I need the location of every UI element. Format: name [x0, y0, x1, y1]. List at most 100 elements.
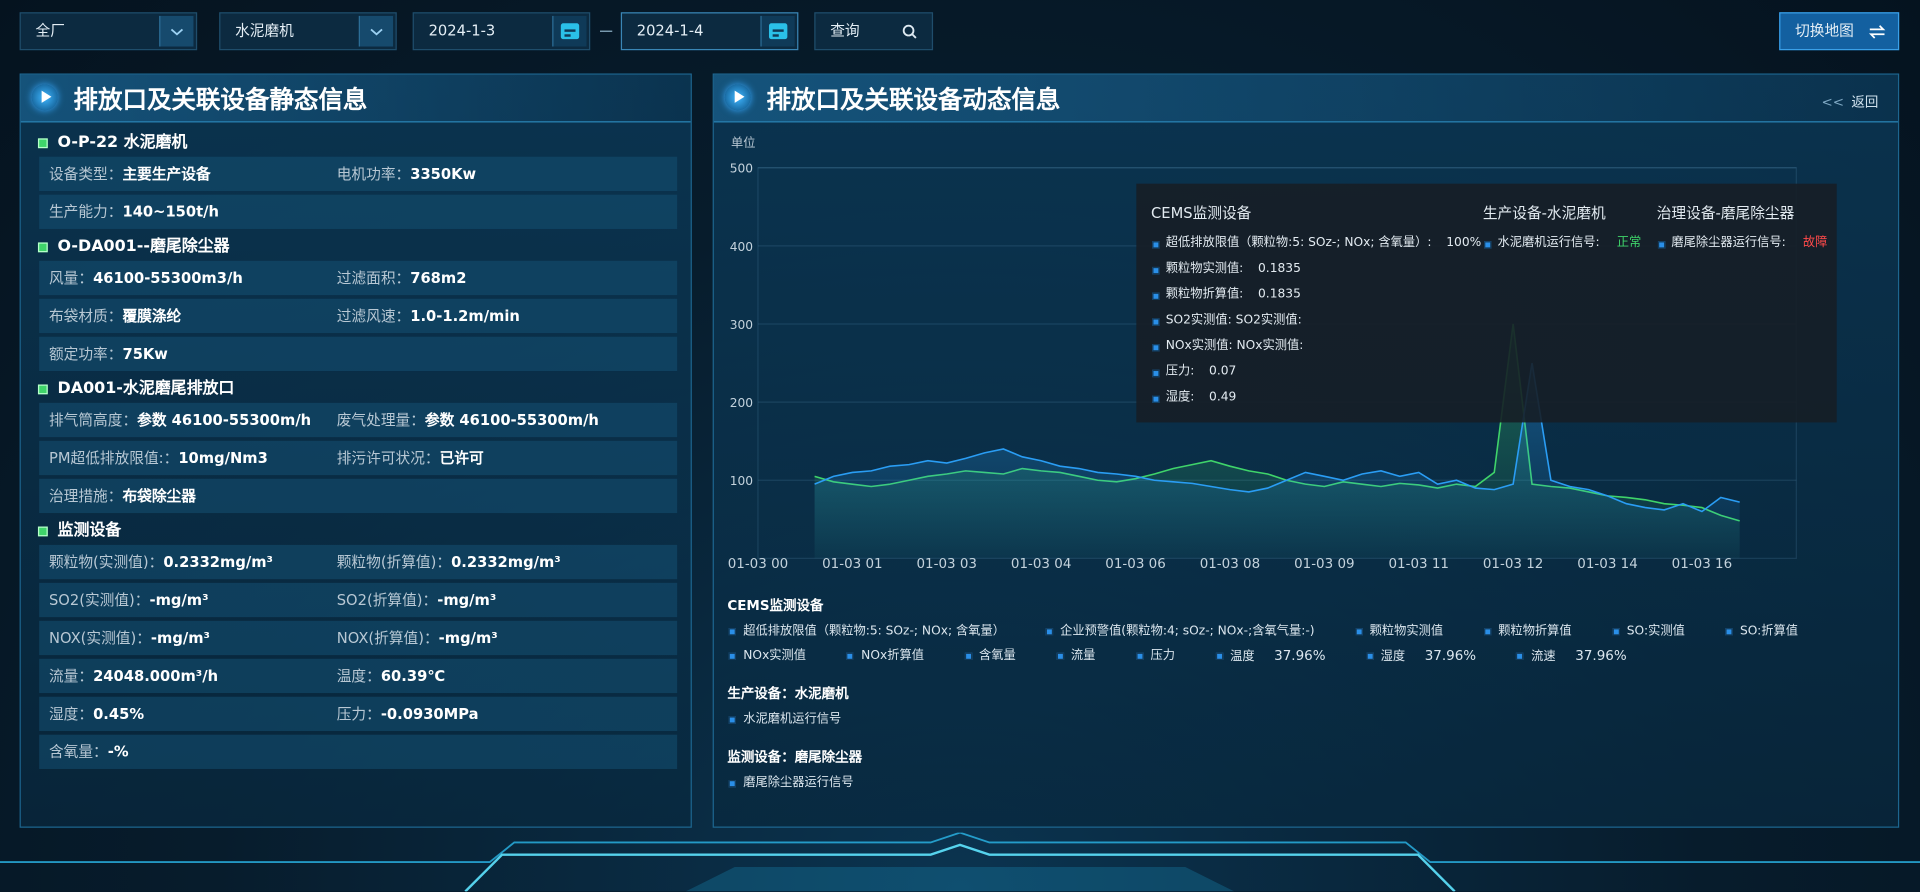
info-label: PM超低排放限值:：	[48, 449, 179, 467]
dropdown-button[interactable]	[159, 15, 194, 47]
tooltip-value: 0.1835	[1258, 287, 1301, 302]
tooltip-item: 颗粒物实测值: 0.1835	[1151, 261, 1481, 287]
info-cell: 颗粒物(折算值)：0.2332mg/m³	[337, 545, 561, 579]
section-marker	[37, 242, 48, 253]
info-value: 75Kw	[122, 345, 168, 363]
info-row: 排气筒高度：参数 46100-55300m/h 废气处理量：参数 46100-55…	[39, 402, 678, 438]
legend-label: NOx实测值	[743, 648, 807, 663]
section-title: O-DA001--磨尾除尘器	[57, 237, 230, 256]
info-value: 参数 46100-55300m/h	[424, 411, 599, 429]
start-date-input[interactable]: 2024-1-3	[412, 12, 591, 51]
legend-bullet	[728, 652, 736, 661]
info-value: 主要生产设备	[122, 165, 211, 183]
section-header: O-DA001--磨尾除尘器	[21, 233, 691, 261]
legend-bullet	[846, 652, 854, 661]
section-list: O-P-22 水泥磨机设备类型：主要生产设备 电机功率：3350Kw 生产能力：14…	[21, 129, 691, 773]
legend-item: 流量	[1055, 644, 1095, 668]
tooltip-column-title: CEMS监测设备	[1151, 204, 1252, 222]
tooltip-label: 颗粒物折算值:	[1165, 287, 1244, 302]
info-cell: 压力：-0.0930MPa	[337, 697, 479, 731]
info-cell: 过滤风速：1.0-1.2m/min	[337, 299, 520, 333]
tooltip-label: NOx实测值: NOx实测值:	[1165, 339, 1304, 353]
end-date-text: 2024-1-4	[636, 22, 704, 40]
info-row: 含氧量：-%	[39, 734, 678, 769]
legend-bullet	[1354, 628, 1363, 636]
switch-map-button[interactable]: 切换地图	[1779, 12, 1900, 51]
info-label: 温度：	[336, 667, 381, 685]
legend-label: SO:实测值	[1626, 624, 1685, 638]
calendar-button[interactable]	[552, 15, 587, 47]
bullet	[1152, 344, 1160, 352]
tooltip-item: 颗粒物折算值: 0.1835	[1151, 287, 1481, 313]
info-row: 流量：24048.000m³/h 温度：60.39℃	[39, 658, 678, 694]
tooltip-column: CEMS监测设备 超低排放限值（颗粒物:5: SOz-; NOx; 含氧量）: 10…	[1151, 202, 1481, 415]
info-value: 10mg/Nm3	[178, 449, 268, 467]
info-label: 废气处理量：	[336, 411, 425, 429]
legend-label: 温度	[1230, 650, 1255, 664]
tooltip-item: NOx实测值: NOx实测值:	[1151, 338, 1481, 364]
info-label: 额定功率：	[48, 345, 123, 363]
info-row: 额定功率：75Kw	[39, 336, 678, 372]
info-label: 风量：	[48, 269, 94, 287]
info-label: SO2(折算值)：	[336, 591, 438, 609]
search-icon	[902, 24, 917, 39]
info-row: NOX(实测值)：-mg/m³ NOX(折算值)：-mg/m³	[39, 620, 678, 656]
chevron-icon	[170, 28, 184, 36]
equipment-select[interactable]: 水泥磨机	[219, 12, 397, 51]
tooltip-column-title: 生产设备-水泥磨机	[1482, 204, 1606, 222]
legend-label: 流速	[1531, 650, 1556, 664]
info-value: 布袋除尘器	[122, 487, 196, 505]
legend-group-title: 生产设备：水泥磨机	[727, 685, 849, 702]
info-value: 覆膜涤纶	[122, 307, 182, 325]
info-cell: 设备类型：主要生产设备	[49, 157, 211, 191]
end-date-input[interactable]: 2024-1-4	[620, 12, 799, 51]
tooltip-item: 压力: 0.07	[1151, 364, 1481, 390]
calendar-button[interactable]	[760, 15, 795, 47]
info-row: 设备类型：主要生产设备 电机功率：3350Kw	[39, 156, 678, 192]
dropdown-button[interactable]	[358, 15, 394, 47]
calendar-icon	[560, 23, 580, 40]
tooltip-label: 磨尾除尘器运行信号:	[1671, 236, 1786, 250]
info-value: 0.45%	[93, 705, 145, 723]
info-label: 排污许可状况：	[336, 449, 440, 467]
legend-value: 37.96%	[1274, 647, 1326, 664]
info-cell: NOX(实测值)：-mg/m³	[49, 621, 210, 655]
legend-label: SO:折算值	[1739, 624, 1799, 638]
legend-bullet	[1135, 652, 1144, 661]
legend-bullet	[1483, 628, 1491, 636]
legend-bullet	[728, 628, 736, 636]
info-value: 24048.000m³/h	[93, 667, 219, 685]
info-label: 压力：	[336, 705, 381, 723]
legend-bullet	[1725, 628, 1733, 636]
info-value: 3350Kw	[410, 165, 477, 183]
info-cell: 废气处理量：参数 46100-55300m/h	[337, 403, 599, 437]
query-button[interactable]: 查询	[814, 12, 934, 51]
info-row: 布袋材质：覆膜涤纶 过滤风速：1.0-1.2m/min	[39, 298, 678, 334]
info-cell: 生产能力：140~150t/h	[49, 195, 219, 229]
info-label: 湿度：	[48, 705, 94, 723]
info-cell: 过滤面积：768m2	[337, 261, 467, 295]
legend-label: 磨尾除尘器运行信号	[743, 776, 854, 790]
tooltip-value: 故障	[1802, 236, 1828, 250]
legend-item: 水泥磨机运行信号	[727, 708, 841, 732]
info-label: 生产能力：	[48, 203, 123, 221]
tooltip-label: 超低排放限值（颗粒物:5: SOz-; NOx; 含氧量）:	[1165, 236, 1432, 250]
section-title: O-P-22 水泥磨机	[57, 133, 188, 152]
info-row: PM超低排放限值:：10mg/Nm3 排污许可状况：已许可	[39, 440, 678, 476]
back-button[interactable]: << 返回	[1822, 92, 1879, 112]
back-icon: <<	[1821, 94, 1845, 111]
info-row: 风量：46100-55300m3/h 过滤面积：768m2	[39, 260, 678, 296]
tooltip-value: 正常	[1616, 236, 1642, 250]
legend-label: 水泥磨机运行信号	[743, 712, 842, 727]
info-row: SO2(实测值)：-mg/m³ SO2(折算值)：-mg/m³	[39, 582, 678, 618]
legend-item: 流速 37.96%	[1515, 644, 1627, 668]
info-value: 已许可	[439, 449, 484, 467]
tooltip-item: SO2实测值: SO2实测值:	[1151, 312, 1481, 338]
static-info-panel: 排放口及关联设备静态信息 O-P-22 水泥磨机 设备类型：主要生产设备 电机功率：…	[19, 73, 692, 828]
info-cell: SO2(实测值)：-mg/m³	[49, 583, 209, 617]
legend-group-title: 监测设备：磨尾除尘器	[727, 749, 863, 766]
legend-group-title: CEMS监测设备	[727, 597, 824, 614]
tooltip-item: 水泥磨机运行信号: 正常	[1483, 235, 1641, 261]
factory-select[interactable]: 全厂	[19, 12, 198, 51]
